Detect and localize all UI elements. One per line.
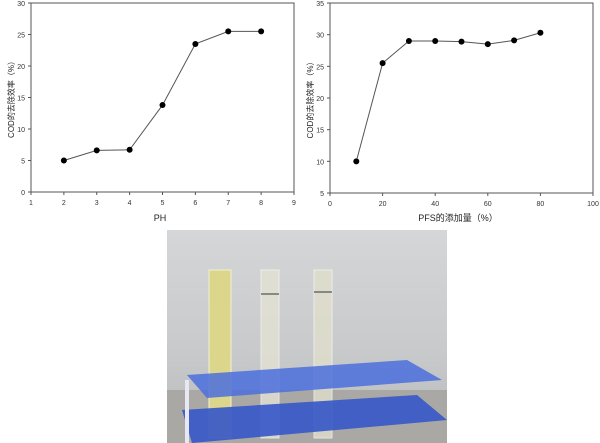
y-tick-label: 35 (316, 1, 324, 8)
data-point (353, 158, 360, 165)
y-tick-label: 0 (21, 190, 25, 197)
series-line (63, 30, 262, 161)
y-axis-label: COD的去除效率（%） (6, 57, 16, 138)
data-point (379, 60, 386, 67)
x-tick-label: 9 (292, 200, 296, 207)
rack-post (185, 380, 189, 443)
x-tick-label: 1 (29, 200, 33, 207)
y-tick-label: 30 (17, 1, 25, 8)
x-tick-label: 4 (128, 200, 132, 207)
x-tick-label: 6 (193, 200, 197, 207)
y-tick-label: 5 (320, 191, 324, 198)
data-point (93, 147, 100, 154)
data-point (159, 102, 166, 109)
y-tick-label: 10 (17, 127, 25, 134)
data-point (484, 41, 491, 48)
x-axis-label: PFS的添加量（%） (418, 212, 498, 223)
data-point (537, 29, 544, 36)
y-tick-label: 30 (316, 33, 324, 40)
data-point (405, 38, 412, 44)
data-point (458, 38, 465, 45)
y-tick-label: 25 (17, 33, 25, 40)
x-tick-label: 2 (62, 200, 66, 207)
y-tick-label: 15 (17, 96, 25, 103)
x-tick-label: 8 (259, 200, 263, 207)
x-tick-label: 7 (226, 200, 230, 207)
test-tubes-photo (167, 230, 447, 443)
y-tick-label: 10 (316, 159, 324, 166)
rack-top (187, 360, 442, 398)
y-tick-label: 20 (316, 96, 324, 103)
x-tick-label: 40 (431, 201, 439, 208)
y-axis-label: COD的去除效率（%） (305, 58, 315, 139)
test-tube-clear-2 (313, 269, 333, 439)
x-tick-label: 0 (328, 201, 332, 208)
x-tick-label: 20 (379, 201, 387, 208)
plot-frame-1 (329, 2, 594, 194)
x-tick-label: 60 (484, 201, 492, 208)
data-point (126, 146, 133, 153)
y-tick-label: 5 (21, 159, 25, 166)
y-tick-label: 15 (316, 128, 324, 135)
x-tick-label: 5 (161, 200, 165, 207)
y-tick-label: 20 (17, 64, 25, 71)
rack-bottom (182, 395, 447, 443)
data-point (432, 38, 439, 44)
test-tube-clear-1 (260, 269, 280, 439)
x-tick-label: 3 (95, 200, 99, 207)
data-point (258, 28, 265, 35)
x-tick-label: 100 (587, 201, 599, 208)
data-point (225, 28, 232, 35)
x-tick-label: 80 (537, 201, 545, 208)
data-point (511, 37, 518, 44)
series-line (355, 32, 541, 162)
x-axis-label: PH (154, 213, 167, 223)
data-point (192, 40, 199, 47)
photo-drawing (167, 269, 447, 443)
y-tick-label: 25 (316, 64, 324, 71)
data-point (60, 157, 67, 164)
